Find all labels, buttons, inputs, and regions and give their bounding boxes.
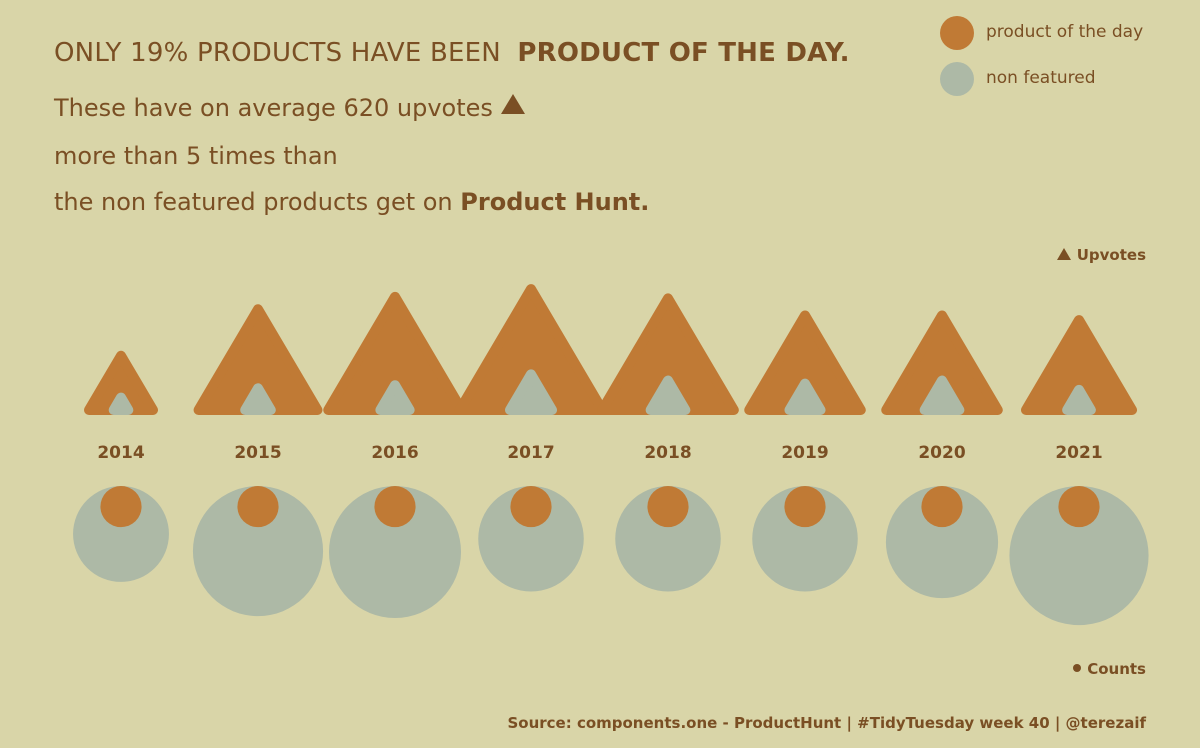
upvote-triangle-nonfeatured bbox=[240, 383, 276, 415]
product-hunt-bold: Product Hunt. bbox=[460, 188, 650, 216]
subtitle-line-3-text: the non featured products get on bbox=[54, 188, 453, 216]
dot-icon bbox=[1073, 664, 1082, 672]
year-label: 2021 bbox=[1055, 443, 1102, 463]
year-label: 2016 bbox=[371, 443, 418, 463]
count-circle-nonfeatured bbox=[885, 486, 999, 599]
year-label: 2015 bbox=[234, 443, 281, 463]
count-circle-featured bbox=[100, 486, 142, 528]
count-circle-nonfeatured bbox=[73, 486, 169, 582]
count-circle-featured bbox=[647, 486, 689, 528]
source-caption: Source: components.one - ProductHunt | #… bbox=[507, 714, 1146, 732]
counts-note-label: Counts bbox=[1087, 660, 1146, 678]
headline-bold: PRODUCT OF THE DAY. bbox=[517, 38, 850, 68]
year-label: 2020 bbox=[918, 443, 965, 463]
subtitle-line-2-text: more than 5 times than bbox=[54, 142, 338, 170]
count-circle-featured bbox=[510, 486, 552, 528]
count-circle-featured bbox=[237, 486, 279, 528]
upvote-triangle-nonfeatured bbox=[919, 375, 965, 415]
count-circle-nonfeatured bbox=[615, 486, 721, 592]
subtitle-line-1: These have on average 620 upvotes bbox=[54, 94, 525, 122]
count-circle-featured bbox=[1058, 486, 1100, 528]
legend-label-featured: product of the day bbox=[986, 22, 1144, 42]
count-circle-featured bbox=[374, 486, 416, 528]
year-label: 2017 bbox=[507, 443, 554, 463]
count-circle-nonfeatured bbox=[329, 486, 461, 618]
subtitle-line-2: more than 5 times than bbox=[54, 142, 338, 170]
count-circle-nonfeatured bbox=[192, 486, 324, 617]
upvote-triangle-nonfeatured bbox=[645, 375, 691, 415]
upvotes-note: Upvotes bbox=[1056, 246, 1146, 264]
upvotes-note-label: Upvotes bbox=[1076, 246, 1146, 264]
triangle-icon bbox=[500, 94, 525, 114]
headline-prefix: ONLY 19% PRODUCTS HAVE BEEN bbox=[54, 38, 501, 68]
year-label: 2014 bbox=[97, 443, 144, 463]
year-label: 2018 bbox=[644, 443, 691, 463]
headline: ONLY 19% PRODUCTS HAVE BEEN PRODUCT OF T… bbox=[54, 38, 850, 68]
subtitle-line-3: the non featured products get on Product… bbox=[54, 188, 649, 216]
counts-note: Counts bbox=[1073, 660, 1146, 678]
count-circle-nonfeatured bbox=[752, 486, 858, 592]
triangle-icon bbox=[1056, 248, 1071, 260]
subtitle-line-1-text: These have on average 620 upvotes bbox=[54, 94, 493, 122]
upvote-triangle-nonfeatured bbox=[504, 369, 558, 415]
count-circle-nonfeatured bbox=[478, 486, 584, 592]
legend-dot-nonfeatured bbox=[940, 62, 974, 96]
upvote-triangle-nonfeatured bbox=[375, 380, 415, 415]
count-circle-featured bbox=[921, 486, 963, 528]
upvote-triangle-nonfeatured bbox=[108, 392, 134, 415]
year-label: 2019 bbox=[781, 443, 828, 463]
legend-label-nonfeatured: non featured bbox=[986, 68, 1096, 88]
count-circle-nonfeatured bbox=[1009, 486, 1149, 626]
count-circle-featured bbox=[784, 486, 826, 528]
upvote-triangle-nonfeatured bbox=[784, 378, 826, 415]
upvote-triangle-nonfeatured bbox=[1062, 384, 1096, 415]
legend-dot-featured bbox=[940, 16, 974, 50]
